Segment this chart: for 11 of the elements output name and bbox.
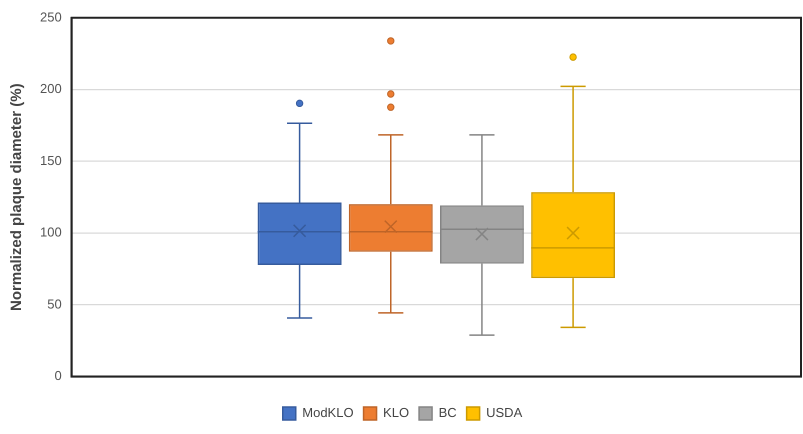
legend-label: ModKLO	[302, 405, 354, 420]
y-tick-label: 0	[54, 368, 62, 384]
y-tick-label: 200	[40, 81, 62, 96]
y-tick-label: 150	[40, 152, 62, 168]
legend-label: USDA	[486, 405, 523, 420]
y-axis-title: Normalized plaque diameter (%)	[8, 83, 26, 311]
legend-label: BC	[438, 405, 457, 420]
y-tick-label: 100	[40, 224, 62, 240]
legend-label: KLO	[383, 405, 410, 420]
y-tick-label: 50	[47, 296, 62, 312]
y-tick-label: 250	[40, 9, 62, 24]
